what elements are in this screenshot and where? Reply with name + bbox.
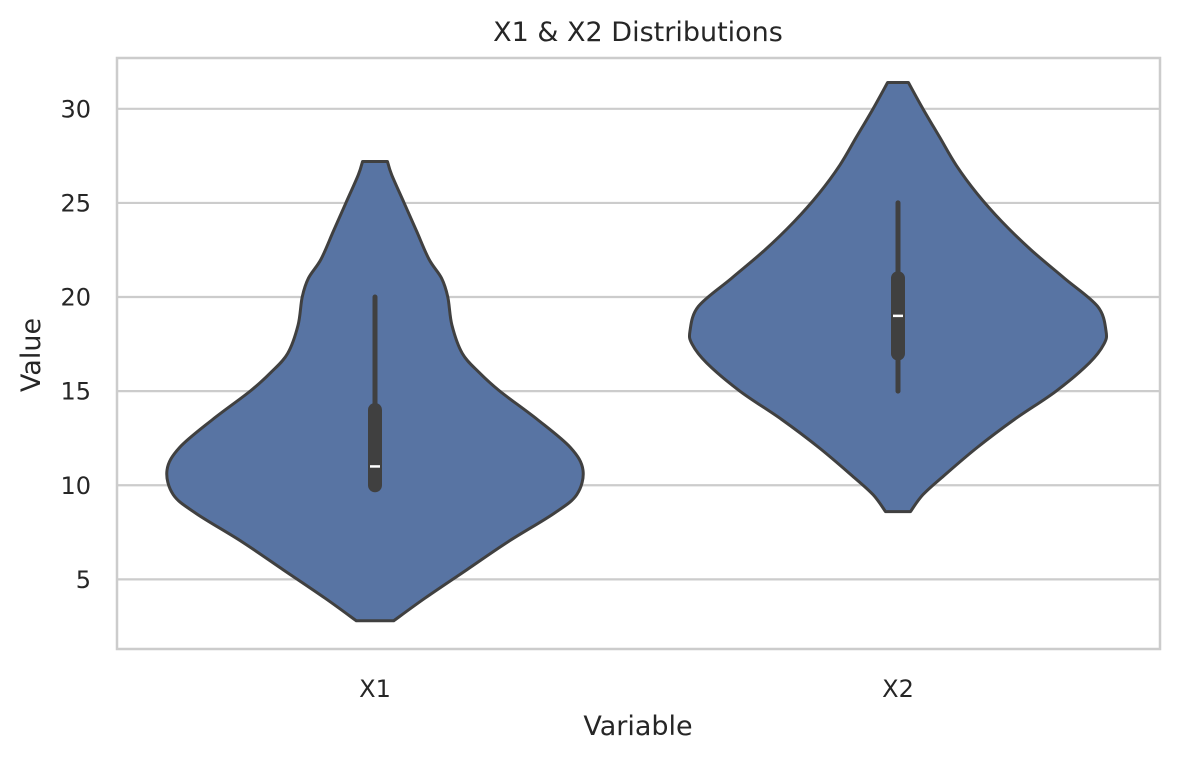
box-layer (368, 200, 905, 493)
violin-layer (165, 80, 1109, 623)
y-tick-label-25: 25 (60, 189, 91, 217)
x-tick-label-X1: X1 (359, 675, 391, 703)
y-tick-labels: 5 10 15 20 25 30 (60, 95, 91, 594)
y-tick-label-10: 10 (60, 472, 91, 500)
y-axis-label: Value (16, 318, 47, 392)
plot-frame (115, 56, 1162, 651)
chart-title: X1 & X2 Distributions (493, 17, 783, 48)
y-tick-label-20: 20 (60, 284, 91, 312)
y-tick-label-5: 5 (76, 566, 91, 594)
x-tick-labels: X1 X2 (359, 675, 914, 703)
y-tick-label-30: 30 (60, 95, 91, 123)
x-tick-label-X2: X2 (882, 675, 914, 703)
x-axis-label: Variable (583, 711, 692, 742)
y-tick-label-15: 15 (60, 378, 91, 406)
